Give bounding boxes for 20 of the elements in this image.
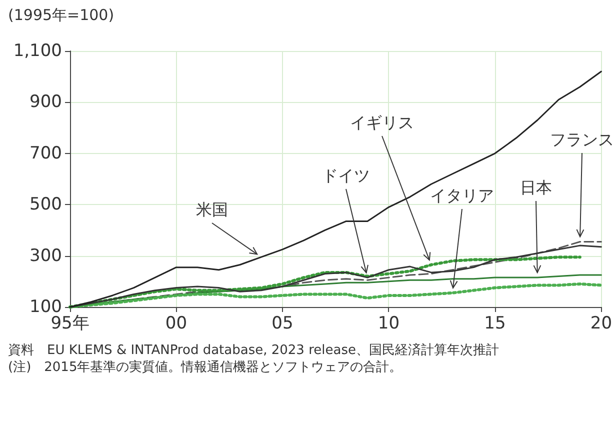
text: イタリア xyxy=(430,186,494,207)
y-tick-label: 500 xyxy=(30,194,62,215)
text: 資料 EU KLEMS & INTANProd database, 2023 release、国民経済計算年次推計 xyxy=(8,342,500,359)
text: (注) 2015年基準の実質値。情報通信機器とソフトウェアの合計。 xyxy=(8,359,404,376)
y-tick-label: 900 xyxy=(30,92,62,112)
x-tick-label: 15 xyxy=(484,314,506,334)
text: 米国 xyxy=(196,200,228,221)
x-tick-label: 10 xyxy=(378,314,400,334)
y-tick-label: 700 xyxy=(30,143,62,164)
text: フランス xyxy=(550,130,614,151)
x-tick-label: 00 xyxy=(165,314,188,334)
y-tick-label: 300 xyxy=(30,246,62,266)
x-tick-label: 05 xyxy=(272,314,294,334)
x-tick-label: 20 xyxy=(590,314,612,334)
text: イギリス xyxy=(350,113,414,134)
y-tick-label: 1,100 xyxy=(13,41,62,61)
text: 日本 xyxy=(520,178,552,199)
line-series xyxy=(68,256,582,308)
y-axis-title: (1995年=100) xyxy=(8,6,114,25)
text: ドイツ xyxy=(322,166,370,187)
